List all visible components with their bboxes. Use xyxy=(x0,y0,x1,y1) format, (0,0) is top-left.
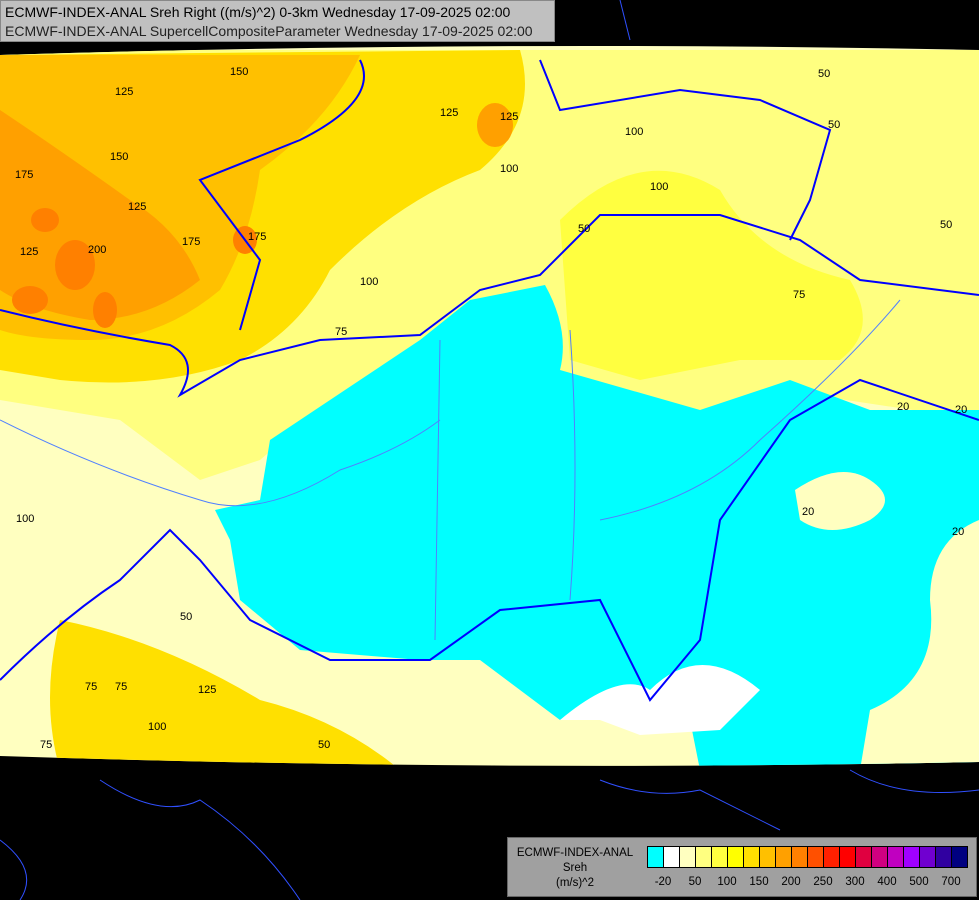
contour-label: 50 xyxy=(578,223,590,235)
contour-label: 125 xyxy=(500,111,518,123)
legend-swatch xyxy=(840,847,856,867)
legend-swatch xyxy=(808,847,824,867)
legend-parameter: Sreh xyxy=(562,862,588,874)
legend-tick-label: 200 xyxy=(781,876,801,888)
legend-tick-label: 250 xyxy=(813,876,833,888)
legend-swatch xyxy=(696,847,712,867)
legend-swatch xyxy=(648,847,664,867)
field-red-cell xyxy=(31,208,59,232)
contour-label: 75 xyxy=(335,326,347,338)
contour-label: 150 xyxy=(110,151,128,163)
legend-model: ECMWF-INDEX-ANAL xyxy=(516,847,634,859)
legend-tick-label: -20 xyxy=(654,876,672,888)
field-red-cell xyxy=(93,292,117,328)
legend-tick-label: 400 xyxy=(877,876,897,888)
country-border xyxy=(198,59,832,331)
legend-swatch xyxy=(920,847,936,867)
contour-label: 20 xyxy=(955,404,967,416)
contour-label: 125 xyxy=(128,201,146,213)
map-title-box: ECMWF-INDEX-ANAL Sreh Right ((m/s)^2) 0-… xyxy=(0,0,555,42)
contour-label: 50 xyxy=(828,119,840,131)
contour-label: 100 xyxy=(16,513,34,525)
contour-label: 175 xyxy=(248,231,266,243)
title-supercell-composite: ECMWF-INDEX-ANAL SupercellCompositeParam… xyxy=(5,23,533,39)
legend-caption: ECMWF-INDEX-ANAL Sreh (m/s)^2 xyxy=(508,846,642,891)
field-cyan-region xyxy=(215,285,979,766)
legend-swatch xyxy=(824,847,840,867)
contour-label: 100 xyxy=(500,163,518,175)
legend-swatch xyxy=(744,847,760,867)
contour-label: 125 xyxy=(115,86,133,98)
field-white-area xyxy=(560,665,760,735)
contour-label: 50 xyxy=(940,219,952,231)
field-light-east-patch xyxy=(795,472,885,530)
country-border xyxy=(0,214,979,398)
contour-label: 150 xyxy=(230,66,248,78)
title-sreh: ECMWF-INDEX-ANAL Sreh Right ((m/s)^2) 0-… xyxy=(5,4,511,20)
contour-label: 50 xyxy=(818,68,830,80)
contour-label: 20 xyxy=(705,16,717,28)
contour-label: 75 xyxy=(85,681,97,693)
legend-color-bar xyxy=(647,846,968,868)
field-red-cell xyxy=(55,240,95,290)
legend-unit: (m/s)^2 xyxy=(556,877,594,889)
contour-label: 175 xyxy=(15,169,33,181)
field-orange-core xyxy=(0,110,200,320)
legend-swatch xyxy=(952,847,967,867)
contour-label: 75 xyxy=(40,739,52,751)
legend-swatch xyxy=(760,847,776,867)
field-yellow-northeast xyxy=(560,170,863,380)
legend-swatch xyxy=(904,847,920,867)
legend-swatch xyxy=(792,847,808,867)
river xyxy=(0,299,901,641)
legend-swatch xyxy=(728,847,744,867)
legend-swatch xyxy=(712,847,728,867)
legend-tick-label: 100 xyxy=(717,876,737,888)
contour-label: 20 xyxy=(952,526,964,538)
contour-labels: 150 125 125 150 175 125 200 175 175 125 100 125 100 7… xyxy=(15,16,967,751)
contour-label: 125 xyxy=(198,684,216,696)
contour-label: 20 xyxy=(897,401,909,413)
legend-swatch xyxy=(936,847,952,867)
legend-swatch xyxy=(888,847,904,867)
color-legend: ECMWF-INDEX-ANAL Sreh (m/s)^2 -20 50 100 15… xyxy=(507,837,977,897)
contour-label: 100 xyxy=(650,181,668,193)
contour-label: 75 xyxy=(115,681,127,693)
contour-label: 175 xyxy=(182,236,200,248)
contour-label: 50 xyxy=(318,739,330,751)
contour-label: 75 xyxy=(793,289,805,301)
contour-label: 100 xyxy=(625,126,643,138)
legend-tick-label: 150 xyxy=(749,876,769,888)
legend-swatch xyxy=(856,847,872,867)
contour-label: 125 xyxy=(20,246,38,258)
country-border xyxy=(0,378,979,702)
field-orange-southwest xyxy=(50,620,400,766)
legend-tick-label: 50 xyxy=(688,876,702,888)
contour-label: 100 xyxy=(148,721,166,733)
legend-tick-label: 500 xyxy=(909,876,929,888)
contour-label: 125 xyxy=(440,107,458,119)
legend-tick-label: 700 xyxy=(941,876,961,888)
contour-label: 100 xyxy=(360,276,378,288)
contour-label: 20 xyxy=(802,506,814,518)
legend-swatch xyxy=(680,847,696,867)
legend-swatch xyxy=(664,847,680,867)
legend-tick-label: 300 xyxy=(845,876,865,888)
contour-label: 50 xyxy=(180,611,192,623)
legend-swatch xyxy=(776,847,792,867)
contour-label: 200 xyxy=(88,244,106,256)
field-red-cell xyxy=(12,286,48,314)
field-red-cell xyxy=(477,103,513,147)
field-light-southeast xyxy=(860,520,979,766)
legend-swatch xyxy=(872,847,888,867)
